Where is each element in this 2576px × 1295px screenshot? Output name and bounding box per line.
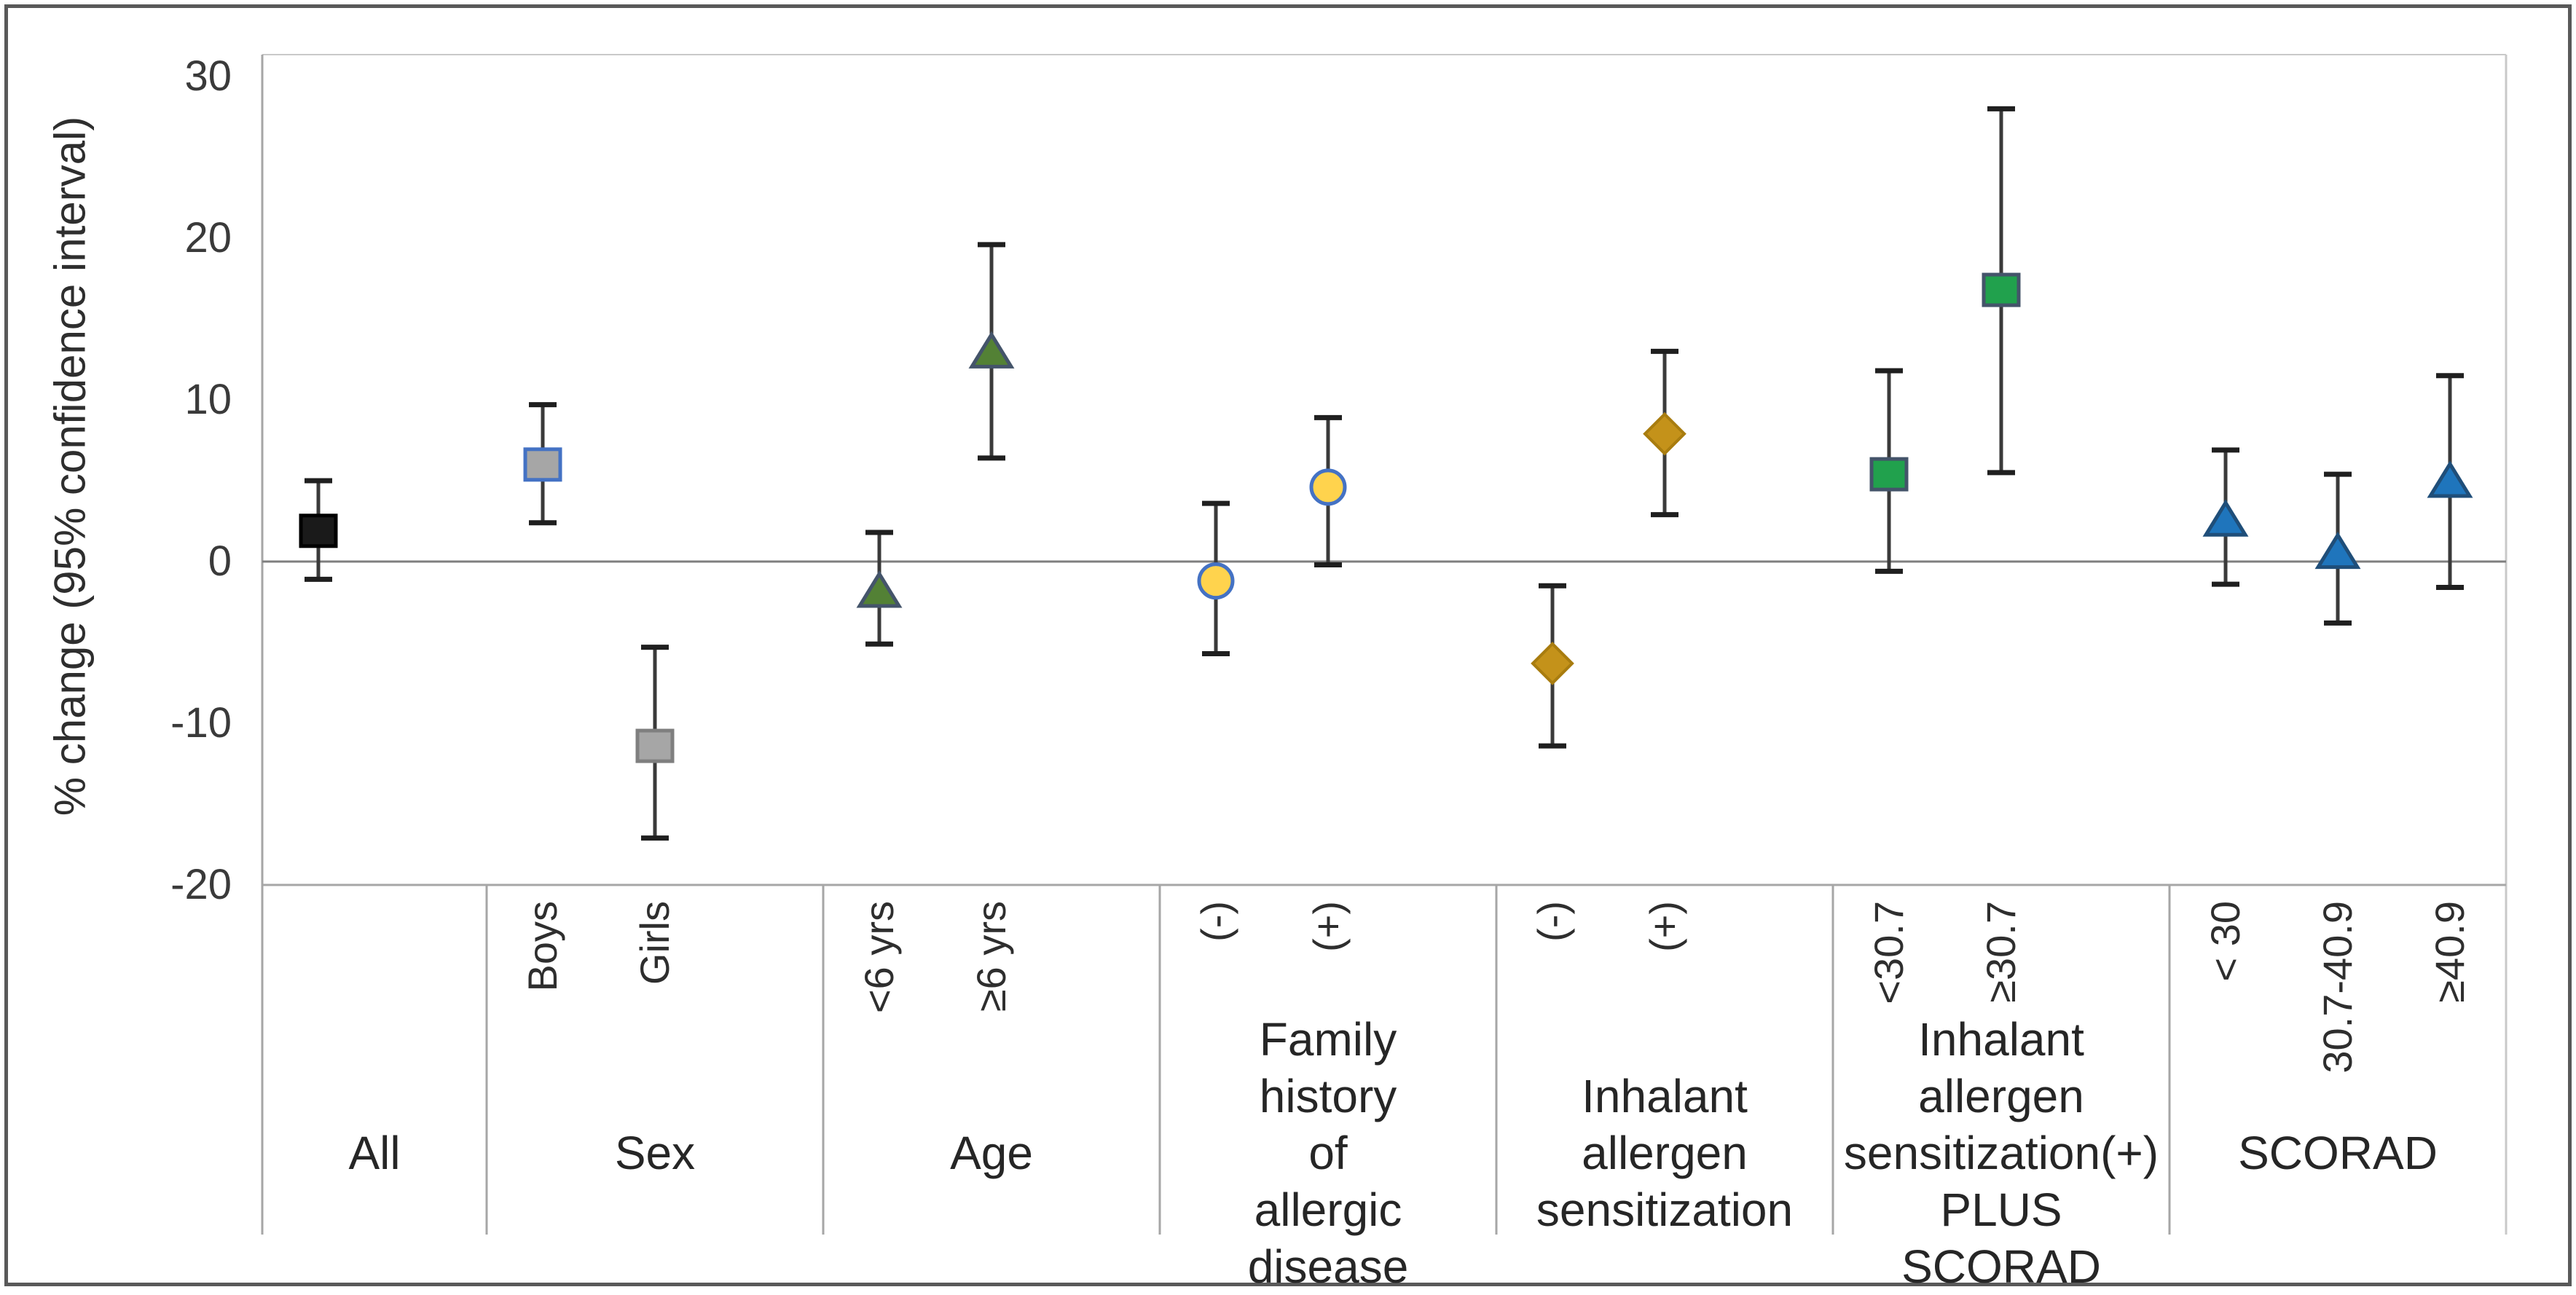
figure-border xyxy=(4,4,2572,1286)
diamond-marker xyxy=(1643,412,1686,456)
triangle-marker xyxy=(856,570,903,608)
triangle-marker xyxy=(968,331,1015,369)
subcategory-label: (+) xyxy=(1305,901,1351,952)
y-tick-label: -10 xyxy=(170,699,232,747)
square-marker xyxy=(299,513,338,548)
circle-marker xyxy=(1309,468,1347,506)
subcategory-label: ≥40.9 xyxy=(2427,901,2473,1003)
subcategory-label: <6 yrs xyxy=(856,901,902,1014)
subcategory-label: (-) xyxy=(1193,901,1238,942)
category-label: Age xyxy=(950,1127,1033,1179)
subcategory-label: (-) xyxy=(1529,901,1575,942)
y-tick-label: 20 xyxy=(184,214,232,261)
subcategory-label: Girls xyxy=(632,901,678,985)
subcategory-label: <30.7 xyxy=(1866,901,1912,1004)
y-tick-label: -20 xyxy=(170,861,232,908)
subcategory-label: Boys xyxy=(519,901,565,992)
diamond-marker xyxy=(1531,642,1574,685)
category-label: Sex xyxy=(614,1127,696,1179)
category-label: SCORAD xyxy=(2238,1127,2438,1179)
subcategory-label: (+) xyxy=(1641,901,1687,952)
square-marker xyxy=(1982,272,2021,307)
subcategory-label: ≥6 yrs xyxy=(968,901,1014,1012)
subcategory-label: ≥30.7 xyxy=(1978,901,2024,1003)
category-label: All xyxy=(348,1127,401,1179)
triangle-marker xyxy=(2202,499,2249,537)
subcategory-label: < 30 xyxy=(2202,901,2248,982)
category-label: Inhalant allergen sensitization(+) PLUS … xyxy=(1843,1013,2159,1293)
square-marker xyxy=(1869,457,1909,492)
square-marker xyxy=(523,447,562,482)
triangle-marker xyxy=(2314,531,2361,570)
y-tick-label: 10 xyxy=(184,376,232,423)
y-axis-title-text: % change (95% confidence interval) xyxy=(45,116,95,816)
triangle-marker xyxy=(2427,460,2473,498)
circle-marker xyxy=(1197,562,1235,600)
category-label: Family history of allergic disease xyxy=(1247,1013,1409,1293)
square-marker xyxy=(635,728,675,763)
y-tick-label: 30 xyxy=(184,52,232,100)
category-label: Inhalant allergen sensitization xyxy=(1536,1070,1794,1236)
y-tick-label: 0 xyxy=(208,538,232,585)
subcategory-label: 30.7-40.9 xyxy=(2314,901,2360,1074)
